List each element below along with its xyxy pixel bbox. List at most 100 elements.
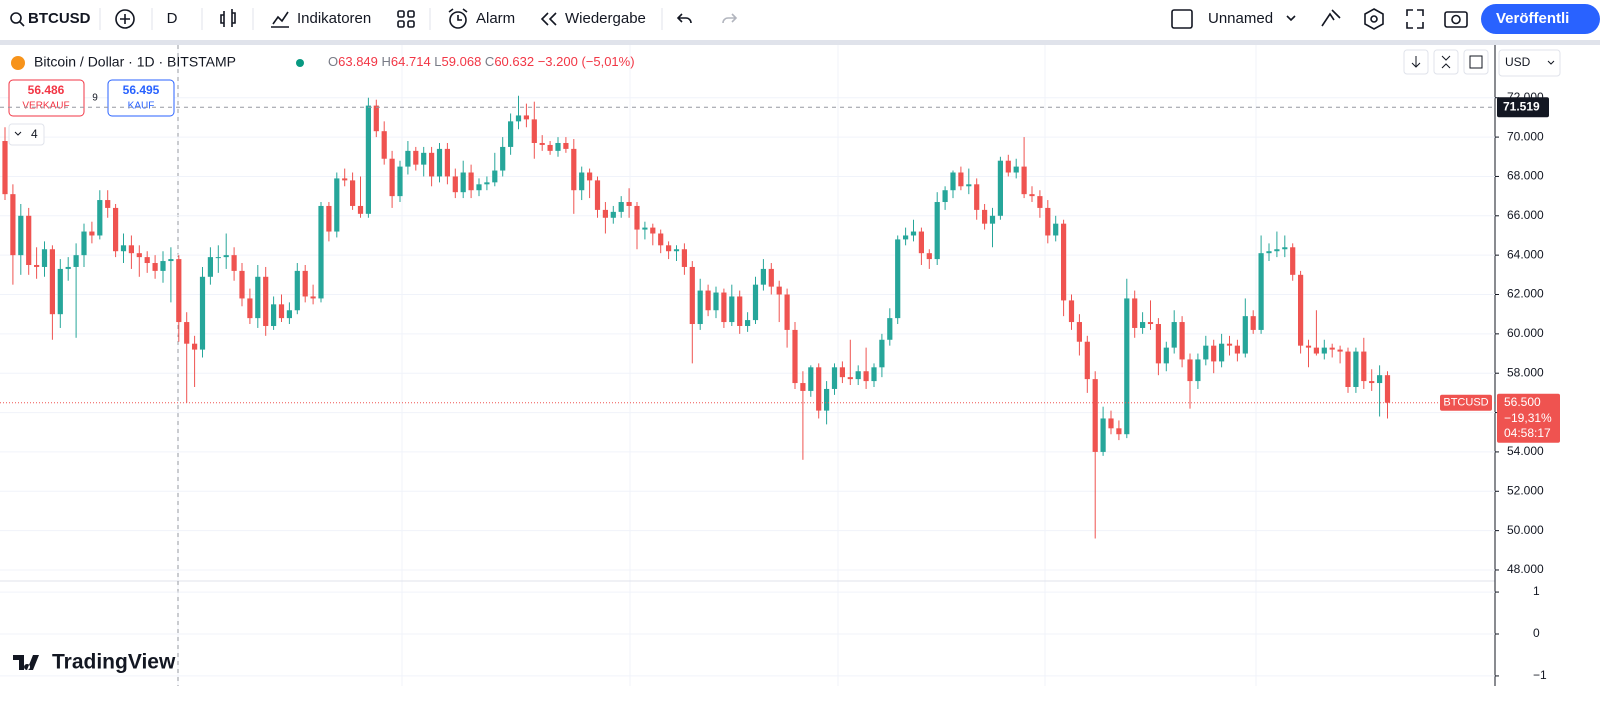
buy-label[interactable]: KAUF: [128, 101, 155, 112]
candle-body: [81, 231, 87, 256]
symbol[interactable]: BTCUSD: [28, 10, 91, 27]
c-label: C: [485, 54, 494, 69]
y-tick-label: 66.000: [1507, 208, 1544, 222]
candle-body: [452, 176, 458, 193]
spread: 9: [92, 93, 98, 104]
sell-label[interactable]: VERKAUF: [22, 101, 69, 112]
screenshot-icon[interactable]: [1444, 11, 1468, 28]
candle-body: [1282, 247, 1288, 250]
candle-body: [579, 172, 585, 191]
candle-body: [1242, 316, 1248, 354]
screenshot-icon: [1451, 14, 1461, 25]
collapse-button[interactable]: [1433, 49, 1459, 75]
buy-price[interactable]: 56.495: [123, 83, 160, 97]
last-price-bg: [1497, 393, 1560, 443]
indicators-button[interactable]: Indikatoren: [297, 10, 371, 27]
candle-body: [515, 115, 522, 122]
candle-body: [152, 263, 158, 271]
alert-button[interactable]: Alarm: [476, 10, 515, 27]
candle-body: [381, 131, 387, 159]
alarm-icon[interactable]: [449, 11, 467, 29]
legend-title: Bitcoin / Dollar · 1D · BITSTAMP: [34, 54, 236, 70]
candle-body: [160, 261, 166, 271]
candle-body: [539, 142, 545, 145]
candle-body: [839, 367, 845, 378]
quick-search-icon[interactable]: [1321, 9, 1341, 27]
plot: [0, 95, 1495, 677]
candle-body: [271, 304, 277, 326]
candle-body: [1084, 341, 1090, 380]
replay-icon[interactable]: [540, 12, 557, 26]
y-tick-label: 52.000: [1507, 483, 1544, 497]
chart-type-icon[interactable]: [220, 9, 236, 27]
c-value: 60.632: [494, 54, 534, 69]
candle-body: [1029, 194, 1035, 197]
candle-body: [326, 205, 332, 232]
candle-body: [176, 259, 182, 323]
y-tick-label: −1: [1533, 668, 1547, 682]
candle-body: [571, 148, 577, 191]
candle-body: [318, 205, 324, 299]
publish-button[interactable]: [1481, 4, 1600, 34]
publish-label[interactable]: Veröffentli: [1496, 10, 1569, 27]
candle-body: [1053, 223, 1059, 236]
candle-body: [966, 184, 972, 187]
templates-icon: [397, 20, 405, 28]
layout-icon[interactable]: [1171, 9, 1193, 29]
candle-body: [1037, 196, 1043, 208]
templates-icon[interactable]: [397, 10, 405, 18]
candle-body: [1100, 418, 1106, 452]
layout-name[interactable]: Unnamed: [1208, 10, 1273, 27]
undo-icon[interactable]: [676, 13, 692, 24]
market-status: [296, 59, 304, 67]
toolbar: [0, 0, 1600, 40]
indicators-icon[interactable]: [271, 11, 289, 28]
candle-body: [73, 255, 79, 267]
candle-body: [1179, 322, 1185, 360]
candle-body: [97, 200, 103, 236]
o-value: 63.849: [338, 54, 378, 69]
y-tick-label: 50.000: [1507, 523, 1544, 537]
replay-button[interactable]: Wiedergabe: [565, 10, 646, 27]
buy-button[interactable]: [107, 79, 175, 117]
templates-icon: [407, 20, 415, 28]
currency[interactable]: USD: [1505, 55, 1531, 69]
interval[interactable]: D: [167, 10, 178, 27]
currency-select[interactable]: [1498, 49, 1561, 77]
candle-body: [1329, 347, 1335, 350]
redo-icon[interactable]: [722, 13, 738, 24]
indicator-toggle[interactable]: [8, 123, 45, 146]
layout-menu-chevron[interactable]: [1286, 15, 1296, 22]
y-tick-label: 1: [1533, 584, 1540, 598]
candle-body: [294, 270, 300, 311]
fullscreen-icon[interactable]: [1406, 9, 1424, 29]
legend-ohlc: O63.849 H64.714 L59.068 C60.632 −3.200 (…: [328, 54, 635, 69]
candle-body: [816, 367, 822, 411]
candle-body: [26, 215, 32, 265]
candle-body: [563, 142, 569, 149]
crosshair-label-bg: [1497, 97, 1549, 118]
candle-body: [776, 286, 782, 295]
candle-body: [887, 318, 893, 340]
candle-body: [215, 257, 221, 259]
candle-body: [847, 377, 853, 380]
candle-body: [136, 253, 142, 258]
bitcoin-icon: [11, 56, 25, 70]
crosshair-label: 71.519: [1503, 99, 1540, 113]
settings-icon[interactable]: [1364, 8, 1384, 30]
candle-body: [1045, 207, 1051, 236]
currency-chevron: [1547, 60, 1555, 65]
search-icon[interactable]: [10, 12, 22, 24]
candle-body: [1203, 345, 1209, 360]
sell-price[interactable]: 56.486: [28, 83, 65, 97]
candle-body: [792, 329, 798, 384]
candle-body: [1147, 322, 1154, 325]
candle-body: [192, 343, 198, 350]
add-symbol-icon[interactable]: [115, 9, 135, 29]
candle-body: [745, 320, 751, 326]
add-symbol-icon: [120, 14, 130, 24]
candle-body: [113, 207, 119, 252]
maximize-button[interactable]: [1463, 49, 1489, 75]
candle-body: [57, 268, 63, 315]
